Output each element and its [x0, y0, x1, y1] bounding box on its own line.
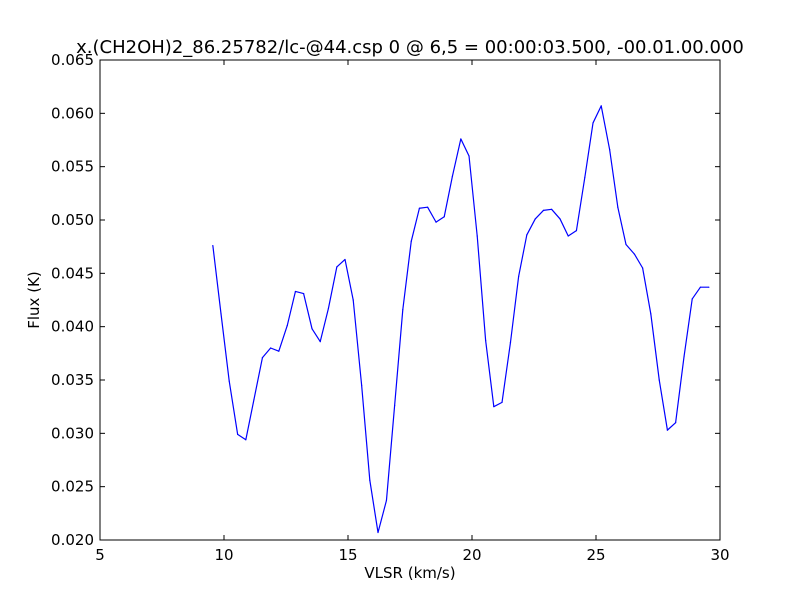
axes-frame	[99, 59, 721, 541]
data-point	[451, 175, 454, 177]
data-point	[509, 342, 512, 344]
data-point	[402, 309, 404, 311]
data-point	[526, 234, 528, 236]
data-point	[394, 405, 396, 407]
y-tick-label: 0.065	[51, 51, 94, 69]
x-tick-label: 10	[214, 546, 233, 564]
data-point	[658, 379, 660, 381]
data-point	[261, 357, 264, 359]
y-tick-label: 0.030	[51, 424, 94, 442]
y-tick-label: 0.060	[51, 104, 94, 122]
y-tick-label: 0.045	[51, 264, 94, 282]
data-point	[584, 176, 586, 178]
data-point	[592, 122, 594, 124]
y-tick-label: 0.020	[51, 531, 94, 549]
data-point	[691, 298, 693, 300]
data-point	[319, 341, 321, 343]
data-point	[369, 479, 371, 481]
data-point	[253, 398, 255, 400]
data-point	[385, 499, 388, 502]
data-point	[286, 325, 288, 327]
data-point	[435, 221, 437, 223]
y-tick-label: 0.035	[51, 371, 94, 389]
x-tick-label: 20	[462, 546, 481, 564]
data-point	[666, 429, 669, 431]
data-point	[485, 339, 487, 342]
data-point	[220, 313, 222, 315]
data-point	[228, 380, 230, 382]
data-point	[699, 286, 702, 288]
data-point	[237, 433, 239, 435]
data-point	[377, 531, 379, 534]
data-point	[427, 206, 429, 208]
y-tick-label: 0.040	[51, 318, 94, 336]
x-tick-label: 5	[95, 546, 105, 564]
data-point	[443, 216, 445, 218]
data-point	[410, 240, 412, 242]
data-point	[642, 267, 644, 269]
y-axis-label: Flux (K)	[25, 271, 43, 329]
data-point	[575, 230, 578, 232]
data-point	[460, 138, 462, 140]
data-point	[633, 253, 636, 255]
plot-area: 5 10 15 20 25 30 0.020 0.025 0.030 0.035 0.040 0.04…	[51, 51, 730, 564]
y-tick-label: 0.050	[51, 211, 94, 229]
data-point	[542, 209, 545, 211]
x-axis-label: VLSR (km/s)	[364, 564, 455, 582]
data-point	[493, 406, 495, 408]
data-point	[352, 299, 354, 301]
data-point	[294, 290, 297, 293]
data-point	[518, 275, 520, 278]
data-point	[551, 208, 553, 210]
chart-title: x.(CH2OH)2_86.25782/lc-@44.csp 0 @ 6,5 =…	[76, 37, 744, 58]
x-tick-label: 30	[710, 546, 729, 564]
data-point	[270, 347, 272, 349]
data-point	[675, 422, 677, 424]
data-point	[567, 235, 569, 237]
data-point	[617, 206, 619, 208]
data-point	[245, 439, 247, 441]
data-point	[418, 207, 421, 209]
data-point	[609, 149, 611, 151]
x-tick-label: 25	[586, 546, 605, 564]
data-point	[344, 258, 346, 261]
data-point	[600, 105, 602, 107]
data-point	[501, 401, 503, 403]
data-point	[650, 313, 652, 315]
data-point	[625, 243, 627, 246]
data-point	[336, 266, 338, 268]
data-point	[476, 235, 478, 237]
data-point	[683, 355, 685, 358]
y-tick-label: 0.055	[51, 158, 94, 176]
data-point	[212, 245, 214, 247]
data-point	[708, 286, 710, 288]
data-point	[278, 350, 280, 352]
y-tick-label: 0.025	[51, 478, 94, 496]
data-point	[327, 307, 330, 310]
data-point	[361, 384, 363, 386]
data-point	[311, 328, 313, 330]
data-point	[559, 218, 561, 220]
x-tick-label: 15	[338, 546, 357, 564]
data-point	[468, 155, 470, 157]
data-point	[534, 218, 536, 220]
data-point	[303, 293, 305, 295]
